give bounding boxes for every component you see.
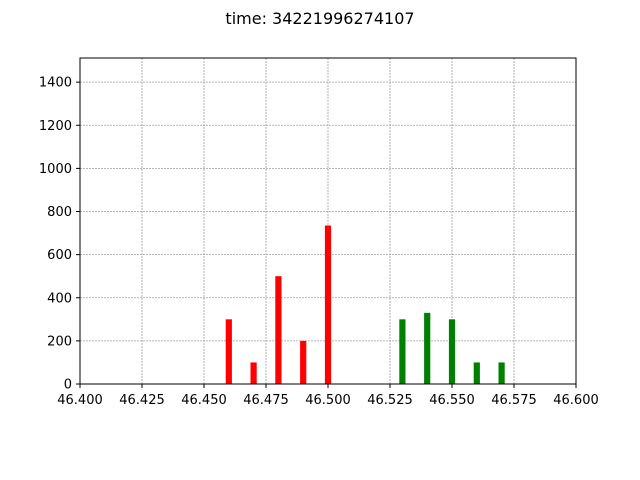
bar-series-1 [300, 340, 307, 384]
y-tick-label: 200 [47, 334, 72, 349]
bar-series-2 [473, 362, 480, 384]
y-tick-label: 1200 [39, 119, 72, 134]
y-tick-label: 800 [47, 205, 72, 220]
bar-series-2 [424, 312, 431, 384]
x-tick-label: 46.425 [119, 393, 165, 408]
x-tick-label: 46.400 [57, 393, 103, 408]
x-tick-label: 46.525 [367, 393, 413, 408]
bar-series-1 [225, 319, 232, 384]
x-tick-label: 46.475 [243, 393, 289, 408]
x-tick-label: 46.450 [181, 393, 227, 408]
chart-title: time: 34221996274107 [225, 9, 414, 28]
y-tick-label: 1400 [39, 76, 72, 91]
x-tick-label: 46.500 [305, 393, 351, 408]
y-axis: 0 200 400 600 800 1000 1200 1400 [39, 76, 80, 393]
x-tick-label: 46.600 [553, 393, 599, 408]
y-tick-label: 1000 [39, 162, 72, 177]
bar-series-1 [275, 276, 282, 384]
bars [225, 225, 505, 384]
x-axis: 46.400 46.425 46.450 46.475 46.500 46.525 46.5… [57, 384, 599, 408]
bar-series-2 [448, 319, 456, 384]
y-tick-label: 0 [64, 378, 72, 393]
x-tick-label: 46.550 [429, 393, 475, 408]
bar-series-1 [250, 362, 257, 384]
x-tick-label: 46.575 [491, 393, 537, 408]
bar-series-2 [399, 319, 406, 384]
y-tick-label: 400 [47, 291, 72, 306]
bar-series-2 [498, 362, 505, 384]
y-tick-label: 600 [47, 248, 72, 263]
bar-series-1 [324, 225, 332, 384]
